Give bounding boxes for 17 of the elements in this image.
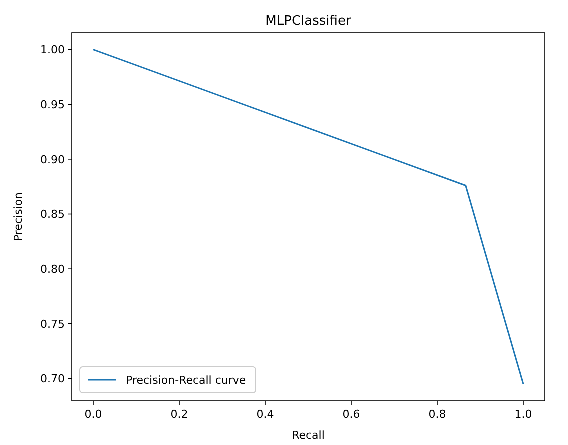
y-tick-label: 0.85 xyxy=(40,208,65,222)
chart-title: MLPClassifier xyxy=(266,14,352,29)
x-tick-label: 0.4 xyxy=(256,408,274,421)
x-tick-label: 0.2 xyxy=(170,408,188,421)
x-tick-label: 0.6 xyxy=(342,408,360,421)
y-tick-label: 0.75 xyxy=(40,318,65,331)
x-tick-label: 0.0 xyxy=(84,408,102,421)
y-tick-label: 1.00 xyxy=(40,44,65,57)
x-tick-label: 0.8 xyxy=(428,408,446,421)
y-tick-label: 0.80 xyxy=(40,262,65,276)
y-axis-title: Precision xyxy=(12,192,25,242)
legend-label: Precision-Recall curve xyxy=(126,374,246,387)
y-tick-label: 0.90 xyxy=(40,153,65,166)
x-tick-label: 1.0 xyxy=(514,408,532,421)
y-tick-label: 0.95 xyxy=(40,98,65,112)
x-axis-title: Recall xyxy=(292,429,325,442)
y-tick-label: 0.70 xyxy=(40,372,65,386)
